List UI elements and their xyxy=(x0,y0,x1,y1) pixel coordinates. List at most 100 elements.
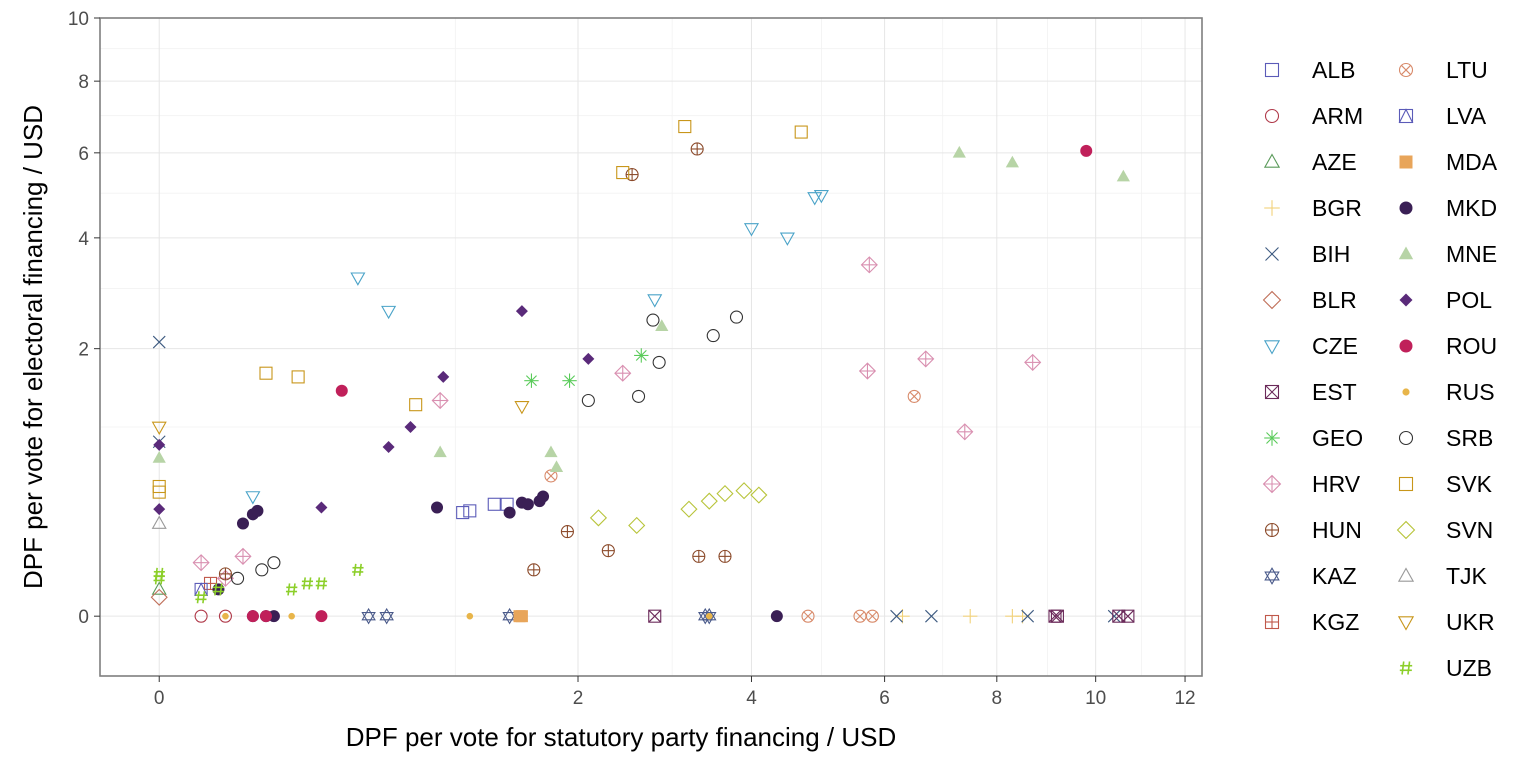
legend-item-bgr: BGR xyxy=(1264,195,1362,221)
point-srb xyxy=(729,310,744,324)
point-hun xyxy=(218,567,232,581)
point-hrv xyxy=(1024,353,1042,371)
legend-key-svn xyxy=(1396,520,1416,540)
point-rus xyxy=(222,612,229,620)
x-tick-label: 10 xyxy=(1085,688,1106,709)
point-cze xyxy=(807,192,823,206)
point-hrv xyxy=(234,547,252,565)
point-uzb xyxy=(195,591,207,604)
point-pol xyxy=(153,438,166,451)
point-hrv xyxy=(858,362,877,380)
legend-label: ARM xyxy=(1312,103,1363,129)
point-cze xyxy=(381,305,397,320)
legend-key-svk xyxy=(1398,476,1414,492)
legend: ALB ARM AZE BGR BIH BLR CZE EST GEO HRV HUN KAZ KGZ L… xyxy=(1262,57,1498,681)
legend-item-uzb: UZB xyxy=(1399,655,1492,681)
point-mkd xyxy=(212,583,225,596)
point-srb xyxy=(652,355,666,369)
point-svk xyxy=(794,125,808,139)
legend-item-bih: BIH xyxy=(1265,241,1350,267)
point-mkd xyxy=(770,610,783,623)
point-hun xyxy=(692,549,706,563)
point-svn xyxy=(628,516,646,535)
point-mne xyxy=(655,319,669,332)
point-cze xyxy=(350,272,366,286)
legend-key-uzb xyxy=(1399,661,1413,675)
point-svn xyxy=(700,492,718,510)
legend-item-rou: ROU xyxy=(1399,333,1497,359)
point-mne xyxy=(549,460,564,473)
point-svn xyxy=(680,500,698,518)
y-tick-label: 4 xyxy=(78,229,89,250)
point-srb xyxy=(581,393,595,408)
point-srb xyxy=(255,563,269,577)
x-tick-label: 2 xyxy=(573,688,584,709)
legend-label: SVK xyxy=(1446,471,1493,497)
legend-key-kaz xyxy=(1264,567,1280,585)
point-kaz xyxy=(502,607,517,625)
point-ltu xyxy=(801,609,815,623)
point-svk xyxy=(678,119,692,134)
legend-key-est xyxy=(1264,384,1280,400)
point-ukr xyxy=(514,401,530,415)
point-mne xyxy=(433,445,447,458)
legend-key-pol xyxy=(1399,293,1413,307)
point-kaz xyxy=(361,607,376,625)
point-mkd xyxy=(236,517,249,530)
point-svn xyxy=(750,486,768,504)
legend-key-rou xyxy=(1399,339,1413,353)
point-hun xyxy=(527,563,541,577)
legend-key-kgz xyxy=(1264,614,1280,630)
legend-item-tjk: TJK xyxy=(1397,563,1488,589)
legend-key-tjk xyxy=(1397,567,1415,582)
x-tick-label: 12 xyxy=(1174,688,1195,709)
legend-label: LVA xyxy=(1446,103,1487,129)
point-ltu xyxy=(544,469,558,483)
point-est xyxy=(1121,609,1135,623)
point-cze xyxy=(779,232,795,246)
point-arm xyxy=(218,609,232,623)
point-uzb xyxy=(301,577,313,590)
legend-label: AZE xyxy=(1312,149,1357,175)
legend-key-mne xyxy=(1398,246,1414,260)
point-rus xyxy=(705,612,713,620)
point-pol xyxy=(437,370,450,383)
grid-lines xyxy=(100,17,1202,676)
legend-item-hun: HUN xyxy=(1264,517,1362,543)
legend-label: BGR xyxy=(1312,195,1362,221)
plot-panel-border xyxy=(99,17,1203,677)
point-hrv xyxy=(431,391,449,410)
legend-label: EST xyxy=(1312,379,1357,405)
point-alb xyxy=(456,506,470,520)
y-tick-label: 8 xyxy=(78,72,89,93)
point-mkd xyxy=(521,498,534,511)
point-kaz xyxy=(379,607,394,625)
legend-label: POL xyxy=(1446,287,1492,313)
legend-label: UZB xyxy=(1446,655,1492,681)
point-bih xyxy=(890,609,903,623)
x-tick-label: 8 xyxy=(992,688,1003,709)
data-points xyxy=(150,119,1135,625)
point-bih xyxy=(1021,609,1035,623)
point-hun xyxy=(560,525,574,539)
legend-key-bih xyxy=(1265,247,1279,261)
point-bgr xyxy=(963,608,978,624)
y-tick-label: 10 xyxy=(68,9,89,30)
legend-item-alb: ALB xyxy=(1264,57,1355,83)
point-hrv xyxy=(917,350,935,368)
legend-label: BLR xyxy=(1312,287,1357,313)
point-tjk xyxy=(151,515,167,529)
legend-item-kaz: KAZ xyxy=(1264,563,1357,589)
legend-item-hrv: HRV xyxy=(1262,471,1361,497)
point-srb xyxy=(231,571,245,585)
point-rus xyxy=(288,612,295,620)
legend-item-est: EST xyxy=(1264,379,1357,405)
legend-label: HRV xyxy=(1312,471,1361,497)
point-svn xyxy=(716,485,734,503)
point-mne xyxy=(544,445,558,458)
point-ukr xyxy=(151,421,167,436)
point-hrv xyxy=(192,554,210,572)
point-mkd xyxy=(431,501,444,514)
point-est xyxy=(648,609,662,623)
point-hun xyxy=(718,549,732,563)
